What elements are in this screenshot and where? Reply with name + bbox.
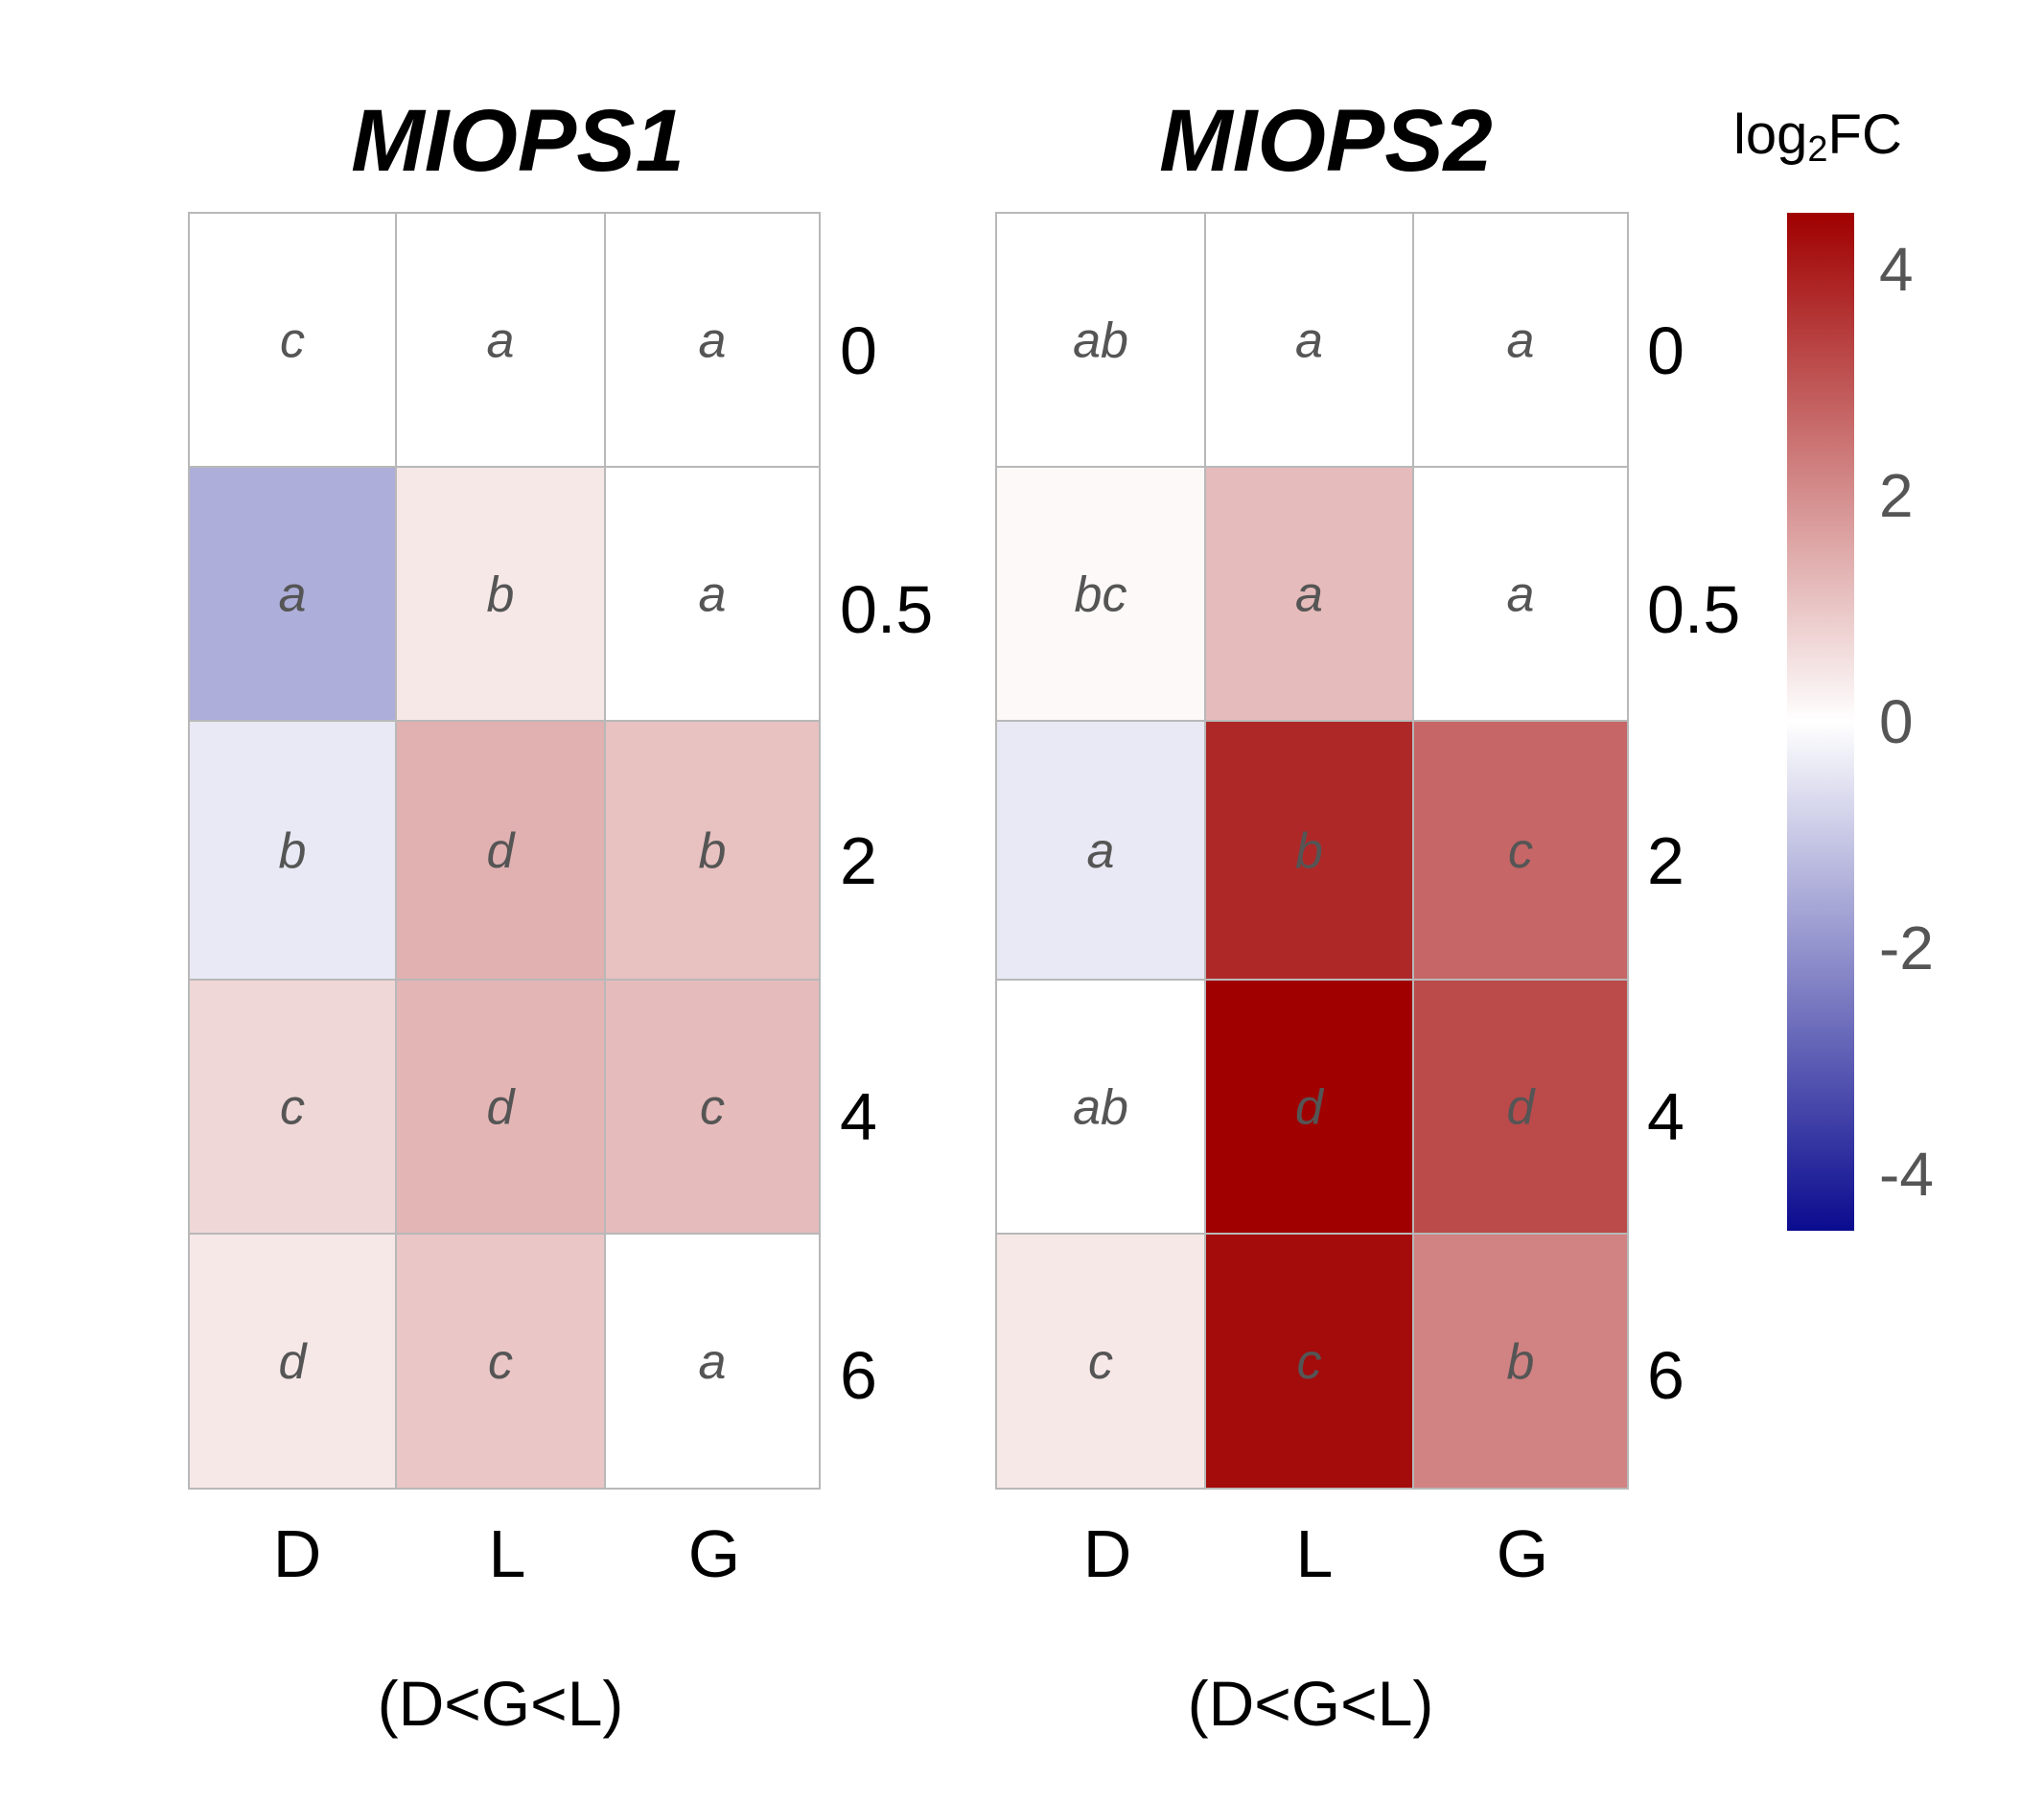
heatmap-cell [995, 720, 1206, 981]
row-label-6: 6 [1647, 1338, 1684, 1413]
row-label-4: 4 [1647, 1079, 1684, 1154]
heatmap-cell [1412, 212, 1629, 468]
colorbar-ticks: 4 2 0 -2 -4 [1879, 235, 1934, 1209]
row-label-0: 0 [1647, 313, 1684, 388]
heatmap-cell [995, 979, 1206, 1235]
heatmap-cell [604, 979, 821, 1235]
col-label-D: D [273, 1516, 322, 1591]
heatmap-cell [188, 466, 397, 722]
colorbar-tick-label: 0 [1879, 687, 1914, 756]
heatmap-cell [1204, 720, 1414, 981]
heatmap-grid-miops2: ab a abc a aa b cab d dc c b [995, 212, 1629, 1490]
cell-letter: a [699, 1334, 727, 1390]
heatmap-cell [1412, 1233, 1629, 1490]
colorbar-tick-label: -4 [1879, 1140, 1934, 1209]
heatmap-cell [1412, 979, 1629, 1235]
col-label-G: G [1497, 1516, 1548, 1591]
heatmap-cell [604, 1233, 821, 1490]
cell-letter: c [280, 1080, 305, 1136]
row-label-4: 4 [840, 1079, 877, 1154]
cell-letter: b [1507, 1334, 1535, 1390]
heatmap-cell [1412, 466, 1629, 722]
heatmap-cell [395, 466, 606, 722]
cell-letter: ab [1073, 1080, 1128, 1136]
order-note-miops2: (D<G<L) [1188, 1668, 1434, 1739]
cell-letter: c [700, 1080, 725, 1136]
row-label-2: 2 [840, 823, 877, 898]
cell-letter: c [1508, 823, 1533, 879]
cell-letter: a [1295, 313, 1323, 369]
cell-letter: d [1507, 1080, 1537, 1136]
panel-title-miops2: MIOPS2 [1159, 92, 1493, 190]
heatmap-cell [1204, 212, 1414, 468]
cell-letter: d [487, 1080, 517, 1136]
heatmap-cell [604, 212, 821, 468]
heatmap-cell [1204, 466, 1414, 722]
heatmap-cell [604, 466, 821, 722]
cell-letter: c [280, 313, 305, 369]
col-label-L: L [1296, 1516, 1334, 1591]
cell-letter: bc [1075, 567, 1127, 623]
heatmap-cell [188, 979, 397, 1235]
cell-letter: d [487, 823, 517, 879]
cell-letter: b [279, 823, 307, 879]
cell-letter: a [1507, 313, 1535, 369]
colorbar-title-main: log [1733, 104, 1807, 166]
cell-letter: a [487, 313, 515, 369]
colorbar-tick-label: 2 [1879, 461, 1914, 530]
cell-letter: c [1088, 1334, 1113, 1390]
heatmap-cell [995, 212, 1206, 468]
col-label-G: G [688, 1516, 740, 1591]
panel-miops2: MIOPS2 ab a abc a aa b cab d dc c b 0 0.5 2 4 6 D … [995, 92, 1740, 1739]
colorbar-title-tail: FC [1828, 104, 1902, 166]
cell-letter: ab [1073, 313, 1128, 369]
cell-letter: b [699, 823, 727, 879]
cell-letter: b [487, 567, 515, 623]
colorbar-gradient [1787, 213, 1854, 1231]
colorbar-tick-label: -2 [1879, 913, 1934, 982]
cell-letter: d [279, 1334, 309, 1390]
panel-title-miops1: MIOPS1 [351, 92, 685, 190]
colorbar-title-subscript: 2 [1807, 129, 1827, 170]
heatmap-cell [1204, 1233, 1414, 1490]
cell-letter: a [279, 567, 307, 623]
heatmap-cell [395, 1233, 606, 1490]
heatmap-cell [395, 212, 606, 468]
row-label-0: 0 [840, 313, 877, 388]
col-label-D: D [1083, 1516, 1132, 1591]
heatmap-cell [188, 1233, 397, 1490]
row-label-0.5: 0.5 [840, 572, 933, 647]
colorbar-tick-label: 4 [1879, 235, 1914, 304]
row-label-2: 2 [1647, 823, 1684, 898]
col-label-L: L [489, 1516, 526, 1591]
heatmap-cell [395, 720, 606, 981]
colorbar-title: log2FC [1733, 104, 1902, 170]
order-note-miops1: (D<G<L) [378, 1668, 624, 1739]
heatmap-cell [1412, 720, 1629, 981]
heatmap-cell [995, 1233, 1206, 1490]
cell-letter: b [1295, 823, 1323, 879]
cell-letter: a [1507, 567, 1535, 623]
cell-letter: c [488, 1334, 513, 1390]
panel-miops1: MIOPS1 c a a a b a b d b c d c d c a 0 0.5 2 4 6 D L G… [188, 92, 933, 1739]
cell-letter: d [1295, 1080, 1325, 1136]
heatmap-grid-miops1: c a a a b a b d b c d c d c a [188, 212, 821, 1490]
cell-letter: a [699, 313, 727, 369]
cell-letter: a [1295, 567, 1323, 623]
colorbar: log2FC 420-2-4 [1733, 104, 1934, 1231]
cell-letter: a [1087, 823, 1115, 879]
cell-letter: a [699, 567, 727, 623]
cell-letter: c [1297, 1334, 1322, 1390]
heatmap-cell [995, 466, 1206, 722]
heatmap-cell [188, 212, 397, 468]
row-label-6: 6 [840, 1338, 877, 1413]
row-label-0.5: 0.5 [1647, 572, 1740, 647]
